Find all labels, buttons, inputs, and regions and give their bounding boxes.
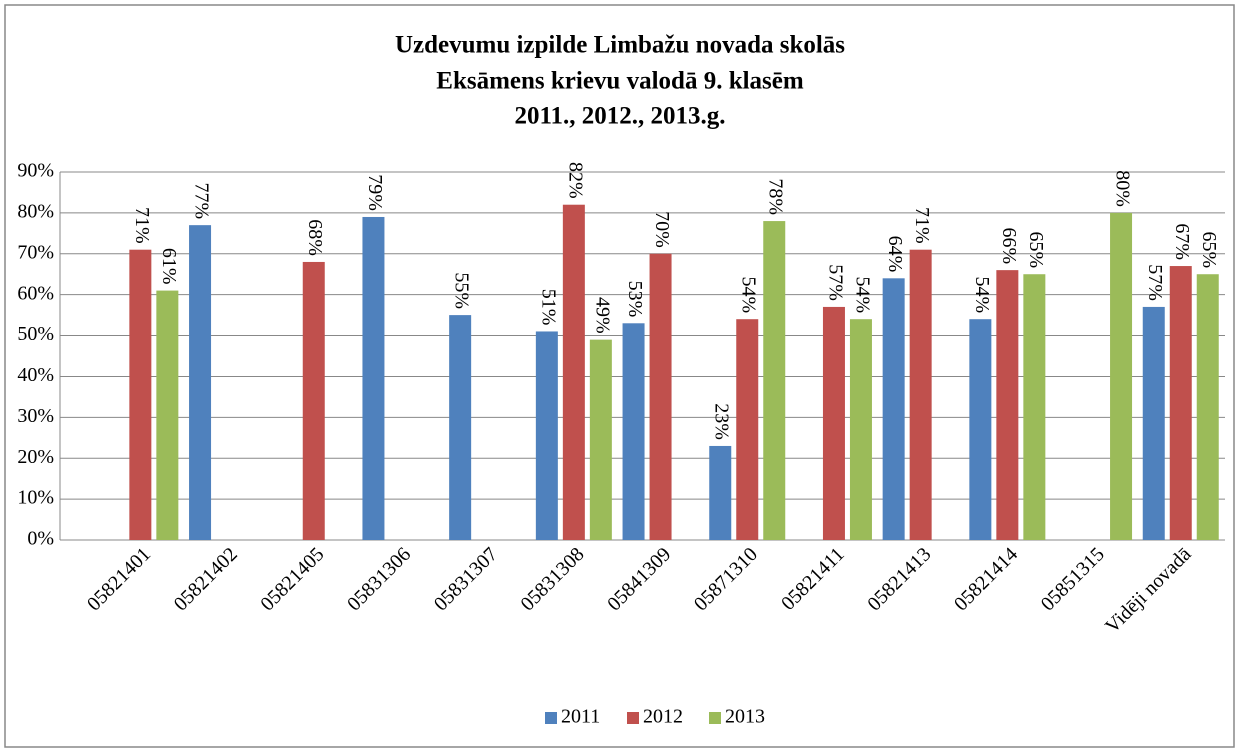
bar — [535, 331, 558, 540]
data-label: 53% — [624, 281, 646, 318]
data-label: 23% — [711, 403, 733, 440]
bar — [129, 249, 152, 540]
data-label: 71% — [911, 207, 933, 244]
data-label: 71% — [131, 207, 153, 244]
legend-label: 2013 — [725, 706, 765, 728]
data-label: 66% — [998, 227, 1020, 264]
y-tick-label: 60% — [17, 282, 54, 304]
legend-swatch — [709, 712, 721, 724]
bar — [1169, 266, 1192, 540]
y-tick-label: 80% — [17, 200, 54, 222]
data-label: 57% — [1144, 264, 1166, 301]
data-label: 54% — [971, 277, 993, 314]
data-label: 80% — [1111, 170, 1133, 207]
bar — [849, 319, 872, 540]
y-tick-label: 40% — [17, 364, 54, 386]
y-tick-label: 70% — [17, 241, 54, 263]
bar — [736, 319, 759, 540]
data-label: 65% — [1198, 232, 1220, 269]
data-label: 54% — [851, 277, 873, 314]
data-label: 54% — [738, 277, 760, 314]
y-tick-label: 50% — [17, 323, 54, 345]
legend-label: 2011 — [561, 706, 600, 728]
bar — [996, 270, 1019, 540]
bar — [449, 315, 472, 540]
data-label: 55% — [451, 272, 473, 309]
data-label: 65% — [1025, 232, 1047, 269]
bar — [589, 339, 612, 540]
y-tick-label: 0% — [27, 528, 54, 550]
bar — [189, 225, 212, 540]
data-label: 61% — [158, 248, 180, 285]
bar — [1110, 212, 1133, 540]
bar — [882, 278, 905, 540]
y-tick-label: 90% — [17, 160, 54, 182]
data-label: 82% — [564, 162, 586, 199]
data-label: 77% — [190, 182, 212, 219]
data-label: 78% — [765, 178, 787, 215]
chart-title: 2011., 2012., 2013.g. — [514, 103, 725, 130]
chart-title: Uzdevumu izpilde Limbažu novada skolās — [395, 32, 845, 59]
bar — [362, 216, 385, 540]
bar — [709, 445, 732, 540]
data-label: 57% — [824, 264, 846, 301]
legend-swatch — [627, 712, 639, 724]
bar — [302, 261, 325, 540]
data-label: 67% — [1171, 223, 1193, 260]
bar — [156, 290, 179, 540]
bar — [649, 253, 672, 540]
bar — [1023, 274, 1046, 540]
data-label: 64% — [884, 236, 906, 273]
data-label: 68% — [304, 219, 326, 256]
data-label: 70% — [651, 211, 673, 248]
y-tick-label: 10% — [17, 487, 54, 509]
y-tick-label: 20% — [17, 446, 54, 468]
data-label: 49% — [591, 297, 613, 334]
bar — [1142, 306, 1165, 540]
data-label: 51% — [537, 289, 559, 326]
legend-label: 2012 — [643, 706, 683, 728]
bar — [909, 249, 932, 540]
chart-title: Eksāmens krievu valodā 9. klasēm — [436, 68, 804, 95]
bar — [969, 319, 992, 540]
bar — [562, 204, 585, 540]
bar — [763, 221, 786, 541]
legend-swatch — [545, 712, 557, 724]
bar — [622, 323, 645, 540]
bar — [822, 306, 845, 540]
y-tick-label: 30% — [17, 405, 54, 427]
data-label: 79% — [364, 174, 386, 211]
bar — [1196, 274, 1219, 540]
